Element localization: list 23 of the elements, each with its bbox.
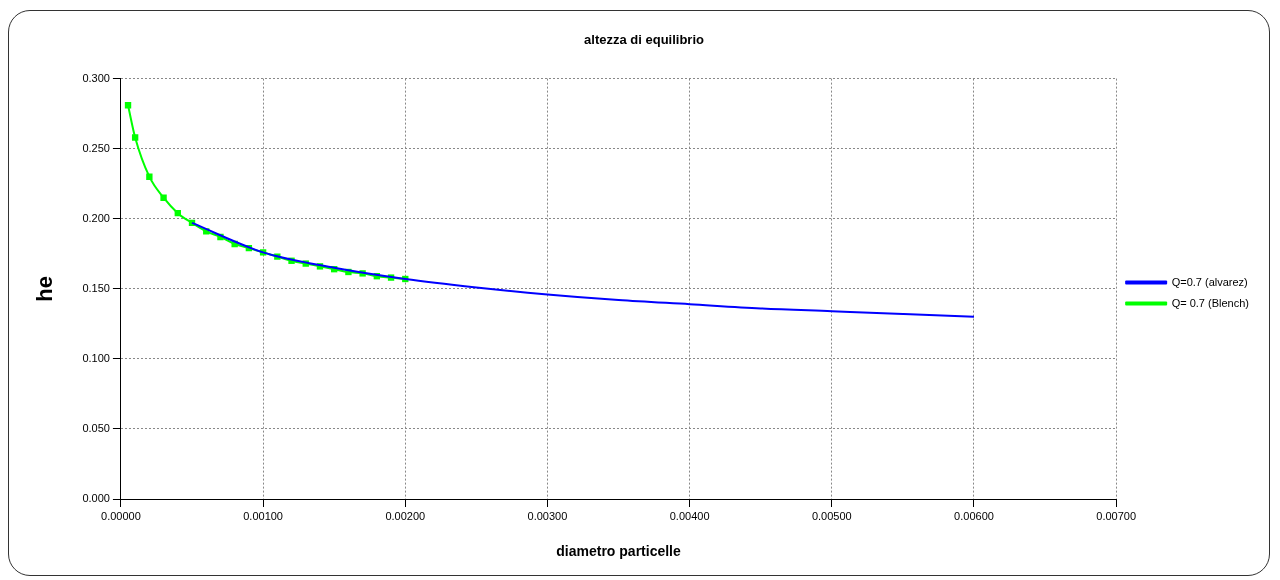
- x-tick-label: 0.00200: [385, 509, 426, 522]
- x-axis-title: diametro particelle: [556, 543, 681, 560]
- legend-label: Q=0.7 (alvarez): [1171, 275, 1248, 288]
- y-tick-label: 0.100: [82, 351, 110, 364]
- y-tick-label: 0.050: [82, 421, 110, 434]
- point: [146, 173, 153, 180]
- y-axis-title: he: [32, 275, 58, 302]
- x-tick-label: 0.00400: [669, 509, 710, 522]
- y-tick-label: 0.200: [82, 211, 110, 224]
- y-tick-label: 0.300: [82, 71, 110, 84]
- x-tick-label: 0.00100: [243, 509, 283, 522]
- x-tick-label: 0.00600: [954, 509, 994, 522]
- point: [131, 134, 139, 141]
- y-tick-label: 0.250: [82, 141, 110, 154]
- point: [160, 194, 167, 201]
- y-tick-label: 0.150: [82, 281, 110, 294]
- x-tick-label: 0.00500: [811, 509, 852, 522]
- x-tick-label: 0.00300: [527, 509, 568, 522]
- legend-label: Q= 0.7 (Blench): [1171, 296, 1249, 309]
- x-tick-label: 0.00000: [101, 509, 141, 522]
- x-tick-label: 0.00700: [1096, 509, 1137, 522]
- chart-title: altezza di equilibrio: [584, 32, 705, 48]
- y-tick-label: 0.000: [82, 492, 110, 505]
